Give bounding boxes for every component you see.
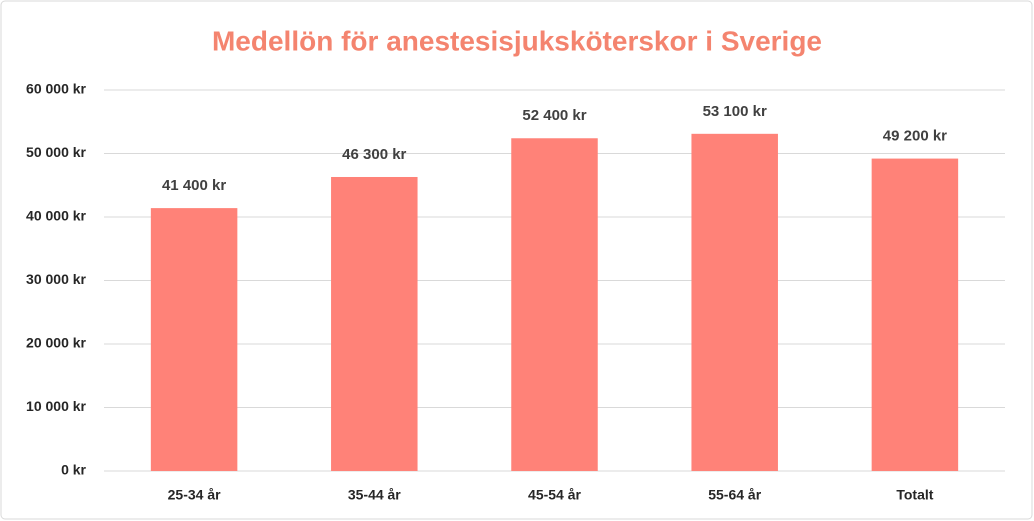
bar — [871, 158, 959, 471]
x-tick-label: 45-54 år — [528, 487, 581, 503]
value-label: 53 100 kr — [703, 103, 767, 120]
x-tick-label: 25-34 år — [168, 487, 221, 503]
y-tick-label: 0 kr — [61, 462, 86, 478]
chart-title: Medellön för anestesisjuksköterskor i Sv… — [212, 25, 822, 56]
x-tick-label: 55-64 år — [708, 487, 761, 503]
x-tick-label: Totalt — [896, 487, 933, 503]
value-label: 46 300 kr — [342, 146, 406, 163]
value-label: 52 400 kr — [522, 107, 586, 124]
bar — [511, 138, 598, 471]
bar — [331, 176, 418, 471]
value-label: 49 200 kr — [883, 128, 947, 145]
value-label: 41 400 kr — [162, 177, 226, 194]
y-tick-label: 20 000 kr — [26, 335, 86, 351]
y-tick-label: 30 000 kr — [26, 271, 86, 287]
y-tick-label: 50 000 kr — [26, 144, 86, 160]
bar — [150, 208, 238, 472]
x-tick-label: 35-44 år — [348, 487, 401, 503]
y-tick-label: 40 000 kr — [26, 208, 86, 224]
bar — [691, 133, 778, 471]
y-tick-label: 10 000 kr — [26, 398, 86, 414]
y-tick-label: 60 000 kr — [26, 81, 86, 97]
